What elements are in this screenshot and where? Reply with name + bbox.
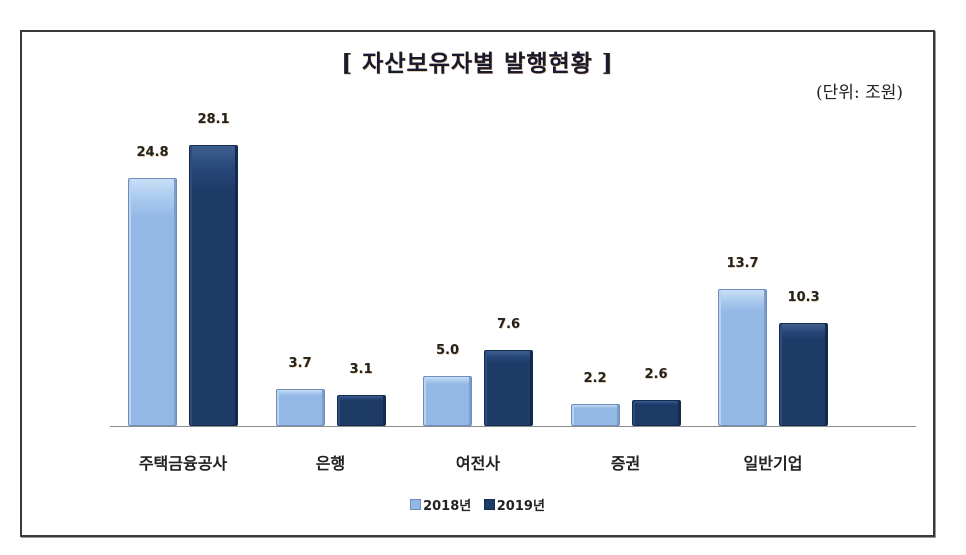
legend-swatch-2019-icon: [483, 499, 495, 510]
value-label: 2.6: [644, 367, 668, 382]
bar-2018-증권: [570, 404, 620, 426]
bar-2019-은행: [336, 395, 386, 426]
legend-swatch-2018-icon: [410, 499, 422, 510]
value-label: 13.7: [726, 256, 759, 271]
x-axis-line: [110, 426, 916, 427]
unit-note: (단위: 조원): [816, 83, 903, 103]
legend: 2018년 2019년: [22, 495, 933, 514]
value-label: 3.1: [349, 362, 373, 377]
value-label: 2.2: [583, 371, 607, 386]
legend-item-2018: 2018년: [410, 495, 471, 514]
bar-2018-여전사: [423, 376, 472, 426]
value-label: 28.1: [197, 112, 230, 127]
bar-2019-주택금융공사: [189, 145, 238, 426]
value-label: 3.7: [288, 356, 312, 371]
bar-2018-일반기업: [718, 289, 767, 426]
value-label: 10.3: [787, 290, 820, 305]
legend-label-2018: 2018년: [423, 499, 472, 514]
bar-2019-증권: [631, 400, 681, 426]
chart-title: [ 자산보유자별 발행현황 ]: [341, 50, 614, 77]
bar-2018-은행: [275, 389, 325, 426]
bar-2019-여전사: [484, 350, 533, 426]
value-label: 24.8: [136, 145, 169, 160]
legend-item-2019: 2019년: [483, 495, 545, 514]
category-label: 여전사: [455, 454, 501, 473]
bar-2019-일반기업: [779, 323, 828, 426]
value-label: 7.6: [496, 317, 521, 332]
category-label: 은행: [315, 454, 346, 473]
legend-label-2019: 2019년: [496, 499, 545, 514]
value-label: 5.0: [435, 343, 460, 358]
category-label: 증권: [610, 454, 641, 473]
chart-frame: [ 자산보유자별 발행현황 ] (단위: 조원) 24.8 28.1 주택금융공…: [20, 30, 935, 537]
bar-2018-주택금융공사: [128, 178, 177, 426]
plot-area: 24.8 28.1 주택금융공사 3.7 3.1 은행 5.0 7.6 여전사 …: [22, 32, 933, 535]
category-label: 일반기업: [743, 454, 803, 473]
category-label: 주택금융공사: [138, 454, 228, 473]
